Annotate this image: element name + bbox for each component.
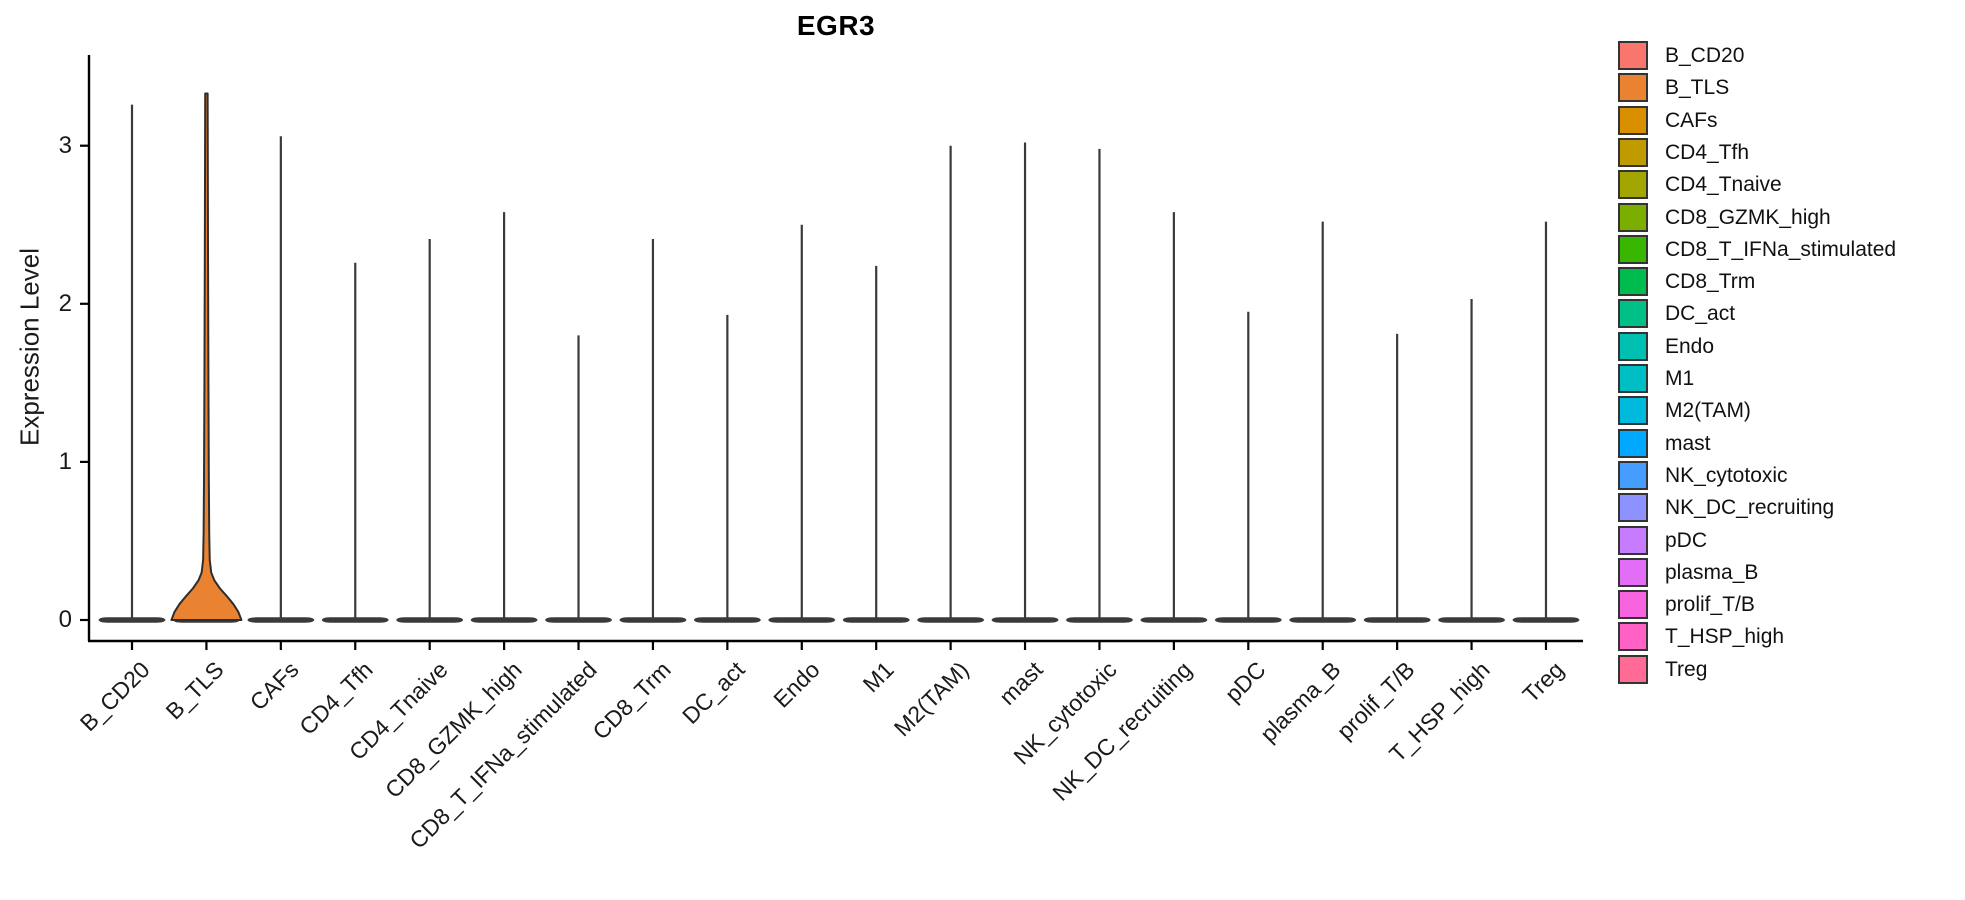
- y-tick-marks: [80, 144, 89, 622]
- violin-baseline-bar: [842, 617, 910, 623]
- legend-swatch-endo: [1618, 331, 1648, 361]
- violin-baseline-bar: [1140, 617, 1208, 623]
- violin-nk-dc-recruiting: [1140, 212, 1208, 623]
- violin-baseline-bar: [1363, 617, 1431, 623]
- legend-swatch-m1: [1618, 364, 1648, 393]
- legend-label: B_TLS: [1665, 76, 1730, 100]
- y-tick-label: 3: [58, 131, 72, 159]
- violin-baseline-bar: [1512, 617, 1580, 623]
- legend-label: M2(TAM): [1665, 399, 1751, 423]
- violin-pdc: [1214, 311, 1282, 623]
- legend-label: Treg: [1665, 657, 1708, 681]
- legend-label: mast: [1665, 431, 1711, 455]
- legend-swatch-cd8-gzmk-high: [1618, 202, 1648, 232]
- legend-label: plasma_B: [1665, 560, 1759, 584]
- violin-m2-tam: [917, 145, 985, 623]
- legend-label: B_CD20: [1665, 44, 1745, 67]
- legend-swatch-cd4-tnaive: [1618, 170, 1648, 200]
- legend-label: Endo: [1665, 334, 1715, 358]
- legend-swatch-cafs: [1618, 105, 1648, 135]
- violin-plasma-b: [1289, 221, 1357, 623]
- y-tick-label: 1: [58, 447, 72, 475]
- violin-baseline-bar: [1065, 617, 1133, 623]
- violin-baseline-bar: [991, 617, 1059, 623]
- legend-swatch-treg: [1618, 654, 1648, 684]
- legend-swatch-prolif-t-b: [1618, 590, 1648, 620]
- legend-swatch-plasma-b: [1618, 557, 1648, 587]
- violin-baseline-bar: [545, 617, 613, 623]
- violin-baseline-bar: [1214, 617, 1282, 623]
- legend-label: NK_cytotoxic: [1665, 463, 1788, 487]
- violin-dc-act: [693, 314, 761, 623]
- legend-swatch-cd4-tfh: [1618, 137, 1648, 167]
- legend-swatch-m2-tam: [1618, 396, 1648, 426]
- legend-label: CAFs: [1665, 108, 1718, 132]
- violin-cafs: [247, 136, 315, 623]
- legend-label: DC_act: [1665, 302, 1736, 326]
- violin-prolif-t-b: [1363, 333, 1431, 623]
- legend-label: T_HSP_high: [1665, 625, 1785, 649]
- legend-label: NK_DC_recruiting: [1665, 496, 1835, 520]
- violin-cd4-tfh: [321, 262, 389, 623]
- violin-cd8-trm: [619, 238, 687, 623]
- plot-title: EGR3: [796, 10, 876, 41]
- legend-label: pDC: [1665, 528, 1708, 552]
- violin-cd4-tnaive: [396, 238, 464, 623]
- legend-swatch-b-cd20: [1618, 41, 1648, 70]
- violin-baseline-bar: [321, 617, 389, 623]
- legend-swatch-b-tls: [1618, 73, 1648, 103]
- violin-shape: [170, 92, 243, 621]
- legend-swatch-dc-act: [1618, 299, 1648, 329]
- violin-baseline-bar: [693, 617, 761, 623]
- violin-cd8-gzmk-high: [470, 212, 538, 623]
- violin-baseline-bar: [1289, 617, 1357, 623]
- violin-endo: [768, 224, 836, 623]
- violin-nk-cytotoxic: [1065, 148, 1133, 623]
- violin-t-hsp-high: [1438, 299, 1506, 623]
- legend-swatch-cd8-t-ifna-stimulated: [1618, 234, 1648, 264]
- violin-baseline-bar: [98, 617, 166, 623]
- violin-mast: [991, 142, 1059, 623]
- legend-label: CD4_Tnaive: [1665, 173, 1782, 197]
- legend-label: CD8_GZMK_high: [1665, 205, 1831, 229]
- legend-label: M1: [1665, 367, 1695, 390]
- legend-swatch-t-hsp-high: [1618, 622, 1648, 652]
- violin-baseline-bar: [470, 617, 538, 623]
- x-tick-marks: [130, 641, 1548, 650]
- legend-swatch-pdc: [1618, 525, 1648, 555]
- violin-b-cd20: [98, 104, 166, 623]
- legend-swatch-nk-cytotoxic: [1618, 460, 1648, 490]
- legend-swatch-mast: [1618, 428, 1648, 458]
- violin-m1: [842, 265, 910, 623]
- legend-label: CD8_T_IFNa_stimulated: [1665, 237, 1897, 261]
- violin-baseline-bar: [917, 617, 985, 623]
- violin-baseline-bar: [619, 617, 687, 623]
- violin-cd8-t-ifna-stimulated: [545, 335, 613, 623]
- y-tick-label: 0: [58, 606, 72, 633]
- legend-label: prolif_T/B: [1665, 593, 1755, 617]
- violin-baseline-bar: [247, 617, 315, 623]
- violin-baseline-bar: [396, 617, 464, 623]
- legend-swatch-nk-dc-recruiting: [1618, 493, 1648, 523]
- legend-label: CD4_Tfh: [1665, 140, 1750, 164]
- y-tick-label: 2: [58, 289, 72, 317]
- legend-label: CD8_Trm: [1665, 270, 1756, 294]
- violin-baseline-bar: [768, 617, 836, 623]
- violin-treg: [1512, 221, 1580, 623]
- violin-baseline-bar: [1438, 617, 1506, 623]
- legend-swatch-cd8-trm: [1618, 267, 1648, 297]
- violin-b-tls: [170, 92, 243, 623]
